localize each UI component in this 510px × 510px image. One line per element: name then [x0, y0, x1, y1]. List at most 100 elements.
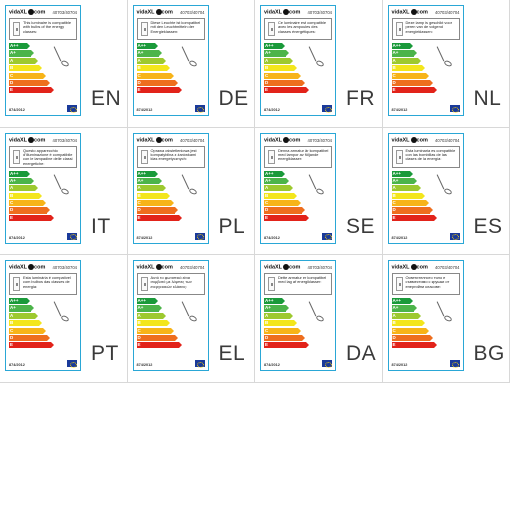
energy-label: vidaXL com 40703/40704 Dette armatur er kom… [260, 260, 336, 371]
energy-class-bar: B [264, 192, 298, 199]
article-number: 40703/40704 [52, 10, 77, 15]
brand-logo: vidaXL com [264, 264, 300, 270]
energy-class-scale: A++ A+ A B C D E [136, 170, 182, 223]
energy-class-bar: D [136, 207, 178, 214]
bulb-wire-icon [181, 174, 189, 189]
brand-logo: vidaXL com [392, 9, 428, 15]
brand-logo: vidaXL com [9, 136, 45, 143]
compatibility-text: Oprawa oświetleniowa jest kompatybilna z… [150, 147, 197, 162]
energy-class-bar: D [264, 207, 306, 214]
compatibility-text-box: This luminaire is compatible with bulbs … [9, 18, 77, 40]
energy-class-bar: D [136, 334, 178, 342]
brand-name: vidaXL [136, 9, 155, 16]
energy-label: vidaXL com 40703/40704 Deze lamp is geschik… [387, 5, 464, 116]
brand-name: vidaXL [9, 136, 28, 143]
energy-class-bar: D [9, 207, 51, 214]
energy-class-bar: A++ [391, 170, 413, 177]
energy-class-bar: A+ [136, 177, 162, 185]
bulb-wire-icon [308, 46, 316, 62]
energy-class-bar: A [9, 312, 39, 319]
energy-label-cell: vidaXL com 40703/40704 Αυτό το φωτιστικό εί… [127, 255, 255, 383]
brand-dot-icon [283, 136, 290, 143]
energy-class-bar: B [9, 65, 43, 72]
bulb-icon [442, 187, 453, 195]
energy-class-bar: A [391, 185, 421, 192]
energy-class-bar: A [264, 57, 294, 64]
energy-class-bar: B [136, 65, 170, 72]
brand-dot-icon [155, 9, 162, 15]
bulb-icon [60, 314, 70, 323]
energy-class-bar: A+ [264, 177, 290, 185]
bulb-wire-icon [53, 46, 61, 62]
brand-dot-icon [28, 264, 35, 270]
energy-class-bar: B [9, 192, 43, 199]
energy-class-bar: B [9, 320, 43, 327]
energy-class-bar: A [136, 57, 166, 64]
brand-dot-icon [283, 9, 290, 15]
brand-logo: vidaXL com [9, 9, 45, 15]
energy-class-bar: B [264, 65, 298, 72]
brand-logo: vidaXL com [9, 264, 45, 270]
energy-class-bar: A+ [9, 50, 35, 57]
luminaire-icon [268, 277, 275, 291]
compatibility-text: Deze lamp is geschikt voor peren van de … [405, 20, 453, 34]
energy-label: vidaXL com 40703/40704 Denna armatur är kom… [260, 132, 336, 244]
bulb-wire-icon [436, 301, 444, 317]
brand-name: vidaXL [264, 136, 283, 143]
bulb-icon [187, 187, 198, 195]
energy-label: vidaXL com 40703/40704 Questo apparecchio d… [5, 132, 81, 244]
article-number: 40703/40704 [307, 137, 332, 143]
brand-suffix: com [289, 136, 301, 143]
bulb-icon [442, 314, 453, 323]
language-code: DE [218, 87, 249, 110]
language-code: EL [218, 342, 246, 365]
energy-class-bar: C [136, 72, 174, 79]
energy-class-scale: A++ A+ A B C D E [391, 298, 437, 350]
language-code: EN [91, 87, 122, 110]
energy-class-bar: A++ [136, 170, 158, 177]
compatibility-text-box: Esta luminaria es compatible con las bom… [391, 145, 460, 168]
energy-class-bar: A++ [9, 43, 31, 50]
article-number: 40703/40704 [435, 265, 460, 270]
compatibility-text: Denna armatur är kompatibel med lampor a… [278, 147, 329, 162]
article-number: 40703/40704 [435, 10, 460, 15]
energy-class-bar: A++ [264, 170, 286, 177]
eu-flag-icon [449, 232, 460, 240]
bulb-wire-icon [181, 301, 189, 317]
energy-class-bar: A++ [391, 298, 413, 305]
bulb-wire-icon [308, 301, 316, 317]
bulb-icon [187, 314, 198, 323]
energy-label-cell: vidaXL com 40703/40704 Esta luminaria es co… [382, 127, 510, 255]
bulb-icon [315, 59, 325, 68]
energy-class-bar: E [136, 342, 182, 349]
brand-suffix: com [416, 136, 428, 143]
brand-name: vidaXL [264, 264, 283, 271]
bulb-wire-icon [181, 46, 189, 62]
eu-flag-icon [194, 360, 205, 368]
energy-class-bar: A++ [9, 170, 31, 177]
eu-flag-icon [322, 232, 332, 240]
regulation-number: 874/2012 [136, 235, 153, 240]
compatibility-text-box: Dette armatur er kompatibel med lag af e… [264, 273, 332, 295]
energy-class-scale: A++ A+ A B C D E [9, 298, 55, 350]
brand-name: vidaXL [136, 264, 155, 271]
energy-class-bar: A [9, 57, 39, 64]
brand-logo: vidaXL com [264, 136, 301, 143]
energy-class-bar: A++ [9, 298, 31, 305]
luminaire-icon [140, 149, 148, 164]
compatibility-text: Diese Leuchte ist kompatibel mit den Leu… [150, 20, 201, 34]
luminaire-icon [268, 22, 275, 36]
brand-suffix: com [34, 9, 46, 16]
energy-class-bar: B [136, 192, 170, 199]
language-code: DA [346, 342, 377, 365]
language-code: IT [91, 214, 111, 238]
energy-label: vidaXL com 40703/40704 Esta luminária é com… [5, 260, 81, 371]
energy-class-bar: C [9, 72, 47, 79]
energy-class-bar: E [136, 214, 182, 221]
brand-suffix: com [416, 264, 428, 271]
eu-flag-icon [67, 105, 77, 113]
energy-class-bar: E [391, 87, 437, 94]
energy-class-bar: E [391, 214, 437, 221]
energy-label: vidaXL com 40703/40704 Diese Leuchte ist ko… [132, 5, 209, 116]
energy-class-bar: D [264, 79, 306, 87]
